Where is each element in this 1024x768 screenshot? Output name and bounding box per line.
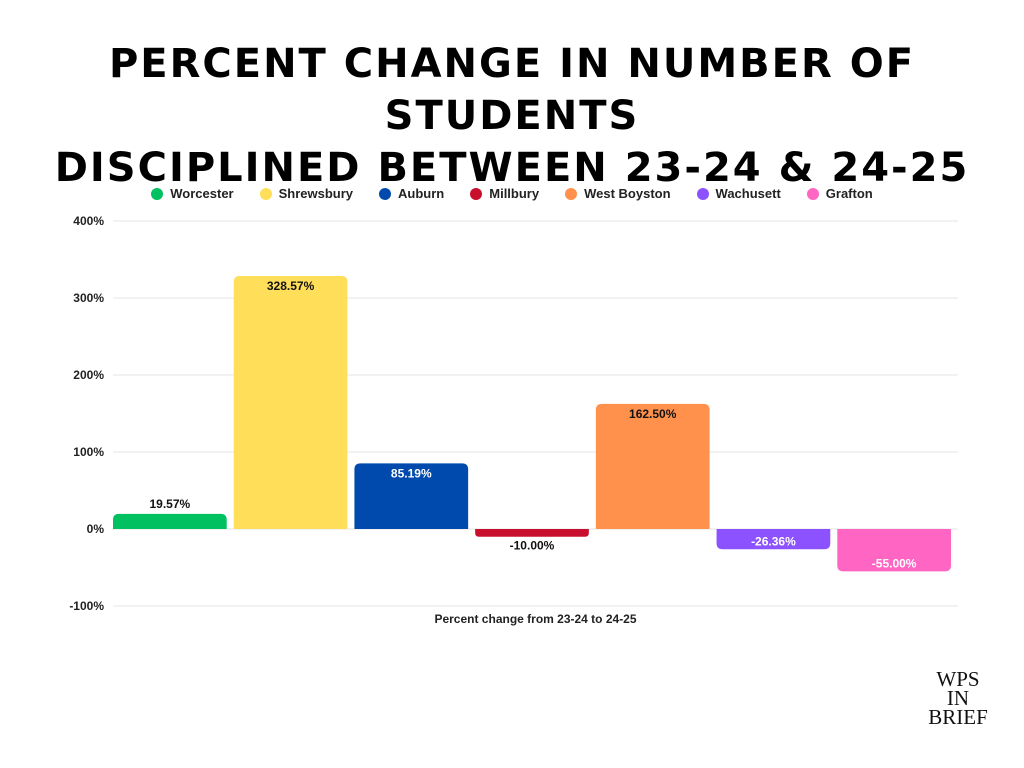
legend-swatch <box>259 187 272 200</box>
logo-line-2: IN <box>946 686 970 710</box>
chart-legend: Worcester Shrewsbury Auburn Millbury West Bo… <box>0 186 1024 201</box>
legend-swatch <box>696 187 709 200</box>
data-label: -55.00% <box>872 556 917 570</box>
legend-label: Worcester <box>170 186 234 201</box>
legend-swatch <box>806 187 819 200</box>
legend-item: Grafton <box>806 186 873 201</box>
chart-title-line-1: PERCENT CHANGE IN NUMBER OF STUDENTS <box>108 41 916 139</box>
legend-item: Millbury <box>470 186 539 201</box>
bar <box>354 463 469 529</box>
y-tick-label: 400% <box>73 214 104 228</box>
legend-label: Millbury <box>489 186 540 201</box>
logo-line-1: WPS <box>936 667 980 691</box>
legend-item: Auburn <box>379 186 444 201</box>
legend-label: West Boyston <box>584 186 671 201</box>
wps-in-brief-logo: WPS IN BRIEF <box>918 667 998 729</box>
y-tick-label: 0% <box>87 522 105 536</box>
bar-chart: -100% 0% 100% 200% 300% 400% 19.57% 328.57% 85.1… <box>69 214 958 626</box>
bar <box>837 529 951 572</box>
bar <box>233 276 348 529</box>
bar <box>716 529 831 550</box>
legend-swatch <box>470 187 483 200</box>
legend-label: Grafton <box>825 186 873 201</box>
y-tick-label: 100% <box>73 445 104 459</box>
bar <box>475 529 589 537</box>
legend-label: Shrewsbury <box>278 186 354 201</box>
x-axis-label: Percent change from 23-24 to 24-25 <box>434 612 636 626</box>
data-label: -26.36% <box>751 534 796 548</box>
legend-item: Wachusett <box>696 186 781 201</box>
data-label: 85.19% <box>391 466 432 480</box>
legend-label: Auburn <box>398 186 445 201</box>
legend-item: West Boyston <box>565 186 671 201</box>
data-label: 328.57% <box>267 279 315 293</box>
legend-item: Shrewsbury <box>259 186 354 201</box>
logo-line-3: BRIEF <box>928 705 988 729</box>
legend-item: Worcester <box>151 186 234 201</box>
y-tick-label: -100% <box>69 599 104 613</box>
data-label: -10.00% <box>510 539 555 553</box>
data-label: 162.50% <box>629 407 677 421</box>
legend-swatch <box>379 187 392 200</box>
y-tick-label: 200% <box>73 368 104 382</box>
bar <box>595 403 710 529</box>
data-label: 19.57% <box>150 497 191 511</box>
legend-swatch <box>151 187 164 200</box>
chart-title: PERCENT CHANGE IN NUMBER OF STUDENTS DIS… <box>0 38 1024 194</box>
bar <box>113 513 227 529</box>
legend-swatch <box>565 187 578 200</box>
legend-label: Wachusett <box>715 186 781 201</box>
y-tick-label: 300% <box>73 291 104 305</box>
chart-title-line-2: DISCIPLINED BETWEEN 23-24 & 24-25 <box>54 145 970 191</box>
